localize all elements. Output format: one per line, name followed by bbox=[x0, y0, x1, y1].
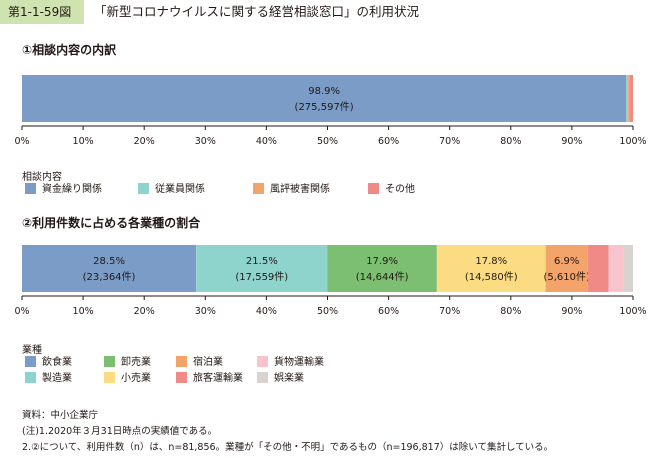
chart1-legend-item-3-label: その他 bbox=[385, 184, 415, 195]
note-1: (注)1.2020年３月31日時点の実績値である。 bbox=[22, 426, 218, 437]
chart2-legend-item-1-swatch bbox=[104, 356, 115, 367]
chart1-count-label-0: (275,597件) bbox=[295, 101, 354, 113]
note-source: 資料：中小企業庁 bbox=[22, 410, 99, 421]
chart2-bar-segment-0 bbox=[22, 245, 197, 292]
chart2-legend-item-7: 娯楽業 bbox=[257, 372, 304, 385]
chart2-x-tick-label-9: 90% bbox=[561, 306, 582, 317]
chart2-legend-item-0-label: 飲食業 bbox=[42, 357, 72, 368]
chart1-x-tick-label-8: 80% bbox=[500, 136, 521, 147]
chart2-count-label-2: (14,644件) bbox=[356, 271, 409, 283]
chart2-data-label-0: 28.5% bbox=[93, 256, 125, 267]
chart1-x-tick-label-5: 50% bbox=[317, 136, 338, 147]
chart2-bar-segment-6 bbox=[608, 245, 624, 292]
note-2: 2.②について、利用件数（n）は、n=81,856。業種が「その他・不明」である… bbox=[22, 442, 554, 453]
chart2-legend-item-2: 宿泊業 bbox=[176, 356, 223, 369]
chart2-legend-item-5: 小売業 bbox=[104, 372, 151, 385]
chart2-legend-item-6-swatch bbox=[176, 372, 187, 383]
chart2-legend-item-0-swatch bbox=[25, 356, 36, 367]
chart1-title: ①相談内容の内訳 bbox=[22, 43, 117, 57]
chart2-legend-item-1-label: 卸売業 bbox=[121, 357, 151, 368]
chart1-legend-item-3: その他 bbox=[368, 183, 415, 196]
chart2-x-tick-label-3: 30% bbox=[195, 306, 216, 317]
chart2-data-label-4: 6.9% bbox=[554, 256, 579, 267]
chart2-title: ②利用件数に占める各業種の割合 bbox=[22, 216, 201, 230]
chart2-data-label-1: 21.5% bbox=[246, 256, 278, 267]
notes: 資料：中小企業庁 (注)1.2020年３月31日時点の実績値である。 2.②につ… bbox=[22, 408, 553, 456]
chart1-x-tick-label-10: 100% bbox=[619, 136, 646, 147]
chart2-legend-item-1: 卸売業 bbox=[104, 356, 151, 369]
chart2-x-tick-label-2: 20% bbox=[134, 306, 155, 317]
chart2-data-label-3: 17.8% bbox=[475, 256, 507, 267]
chart2-x-tick-label-8: 80% bbox=[500, 306, 521, 317]
chart2-legend-title: 業種 bbox=[22, 345, 42, 356]
chart1-x-tick-label-0: 0% bbox=[14, 136, 29, 147]
chart1-x-tick-label-7: 70% bbox=[439, 136, 460, 147]
chart1-x-tick-label-4: 40% bbox=[256, 136, 277, 147]
chart2-x-tick-label-10: 100% bbox=[619, 306, 646, 317]
chart2-legend-item-6: 旅客運輸業 bbox=[176, 372, 243, 385]
chart1-legend-item-1-label: 従業員関係 bbox=[155, 184, 205, 195]
chart2-legend-item-0: 飲食業 bbox=[25, 356, 72, 369]
chart2-x-tick-label-1: 10% bbox=[73, 306, 94, 317]
chart1-x-tick-label-6: 60% bbox=[378, 136, 399, 147]
chart2-data-label-2: 17.9% bbox=[366, 256, 398, 267]
chart2-legend-item-3-swatch bbox=[257, 356, 268, 367]
chart2-legend-item-2-label: 宿泊業 bbox=[193, 357, 223, 368]
chart2-legend-item-7-swatch bbox=[257, 372, 268, 383]
chart1-bar-segment-1 bbox=[626, 75, 629, 122]
chart2-legend-item-6-label: 旅客運輸業 bbox=[193, 373, 243, 384]
chart1-legend-item-2: 風評被害関係 bbox=[253, 183, 330, 196]
chart2-bar-segment-4 bbox=[545, 245, 588, 292]
chart1-legend-item-2-label: 風評被害関係 bbox=[270, 184, 330, 195]
chart2-bar-segment-3 bbox=[436, 245, 546, 292]
chart2-legend-item-4-swatch bbox=[25, 372, 36, 383]
chart2-legend-item-7-label: 娯楽業 bbox=[274, 373, 304, 384]
chart2-bar-segment-7 bbox=[623, 245, 633, 292]
chart2-x-tick-label-5: 50% bbox=[317, 306, 338, 317]
chart2-bar-segment-2 bbox=[327, 245, 437, 292]
chart2-x-tick-label-7: 70% bbox=[439, 306, 460, 317]
chart2-bar-segment-1 bbox=[196, 245, 328, 292]
chart2-legend-item-5-label: 小売業 bbox=[121, 373, 151, 384]
chart1-bar-segment-3 bbox=[629, 75, 633, 122]
chart1-x-tick-label-3: 30% bbox=[195, 136, 216, 147]
chart1-legend-item-0-swatch bbox=[25, 183, 36, 194]
figure-number: 第1-1-59図 bbox=[0, 0, 84, 24]
chart2-legend-item-3: 貨物運輸業 bbox=[257, 356, 324, 369]
chart1-x-tick-label-1: 10% bbox=[73, 136, 94, 147]
chart2-count-label-0: (23,364件) bbox=[83, 271, 136, 283]
chart1-legend-item-3-swatch bbox=[368, 183, 379, 194]
chart2-legend-item-3-label: 貨物運輸業 bbox=[274, 357, 324, 368]
chart1-bar-segment-2 bbox=[628, 75, 630, 122]
chart2-count-label-4: (5,610件) bbox=[543, 271, 590, 283]
chart1-bar-segment-0 bbox=[22, 75, 627, 122]
chart1-legend-item-1: 従業員関係 bbox=[138, 183, 205, 196]
figure-header: 第1-1-59図 「新型コロナウイルスに関する経営相談窓口」の利用状況 bbox=[0, 0, 664, 24]
chart1-data-label-0: 98.9% bbox=[308, 86, 340, 97]
chart2-count-label-3: (14,580件) bbox=[465, 271, 518, 283]
chart1-legend-title: 相談内容 bbox=[22, 172, 62, 183]
chart1-x-tick-label-2: 20% bbox=[134, 136, 155, 147]
chart2-bar-segment-5 bbox=[587, 245, 609, 292]
chart2-x-tick-label-4: 40% bbox=[256, 306, 277, 317]
chart2-x-tick-label-0: 0% bbox=[14, 306, 29, 317]
figure-title: 「新型コロナウイルスに関する経営相談窓口」の利用状況 bbox=[94, 4, 420, 19]
chart2-count-label-1: (17,559件) bbox=[235, 271, 288, 283]
chart1-legend-item-2-swatch bbox=[253, 183, 264, 194]
chart1-legend-item-0: 資金繰り関係 bbox=[25, 183, 102, 196]
chart1-legend-item-1-swatch bbox=[138, 183, 149, 194]
chart2-legend-item-4: 製造業 bbox=[25, 372, 72, 385]
chart2-legend-item-2-swatch bbox=[176, 356, 187, 367]
chart2-legend-item-4-label: 製造業 bbox=[42, 373, 72, 384]
chart2-legend-item-5-swatch bbox=[104, 372, 115, 383]
chart2-x-tick-label-6: 60% bbox=[378, 306, 399, 317]
chart1-legend-item-0-label: 資金繰り関係 bbox=[42, 184, 102, 195]
chart1-x-tick-label-9: 90% bbox=[561, 136, 582, 147]
